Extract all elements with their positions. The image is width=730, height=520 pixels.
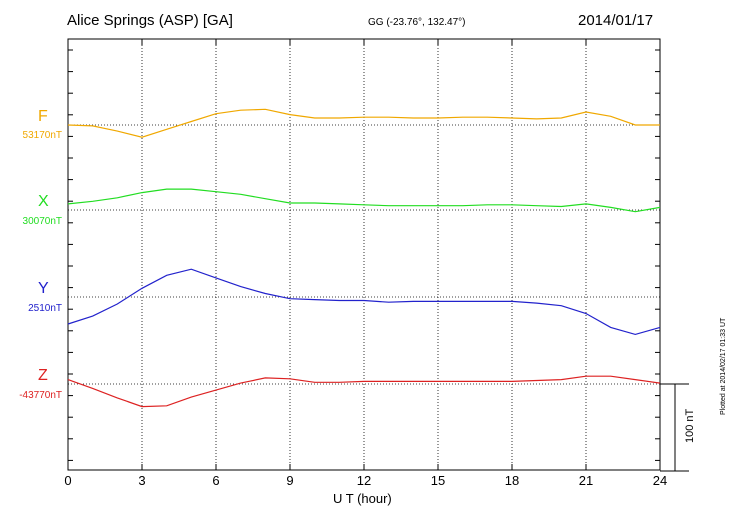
- x-tick-label: 24: [653, 473, 667, 488]
- series-line-y: [67, 268, 661, 336]
- x-tick-label: 15: [431, 473, 445, 488]
- series-line-z: [67, 375, 661, 408]
- x-axis-label: U T (hour): [333, 491, 392, 506]
- x-tick-label: 6: [212, 473, 219, 488]
- series-baseline-z: -43770nT: [19, 390, 62, 401]
- series-baseline-y: 2510nT: [28, 303, 62, 314]
- series-name-f: F: [38, 108, 48, 125]
- x-tick-label: 12: [357, 473, 371, 488]
- x-tick-label: 9: [286, 473, 293, 488]
- plot-date: 2014/01/17: [578, 12, 654, 29]
- series-name-z: Z: [38, 367, 48, 384]
- series-name-x: X: [38, 193, 49, 210]
- series-baseline-x: 30070nT: [22, 216, 62, 227]
- series-name-y: Y: [38, 280, 49, 297]
- scale-bar-label: 100 nT: [684, 408, 696, 443]
- station-title: Alice Springs (ASP) [GA]: [67, 12, 233, 29]
- series-baseline-f: 53170nT: [22, 130, 62, 141]
- series-line-x: [67, 188, 661, 213]
- series-line-f: [67, 108, 660, 138]
- station-coordinates: GG (-23.76°, 132.47°): [368, 17, 466, 28]
- plotted-timestamp: Plotted at 2014/02/17 01:33 UT: [720, 317, 727, 415]
- x-tick-label: 21: [579, 473, 593, 488]
- x-tick-label: 3: [138, 473, 145, 488]
- x-tick-label: 0: [64, 473, 71, 488]
- x-tick-label: 18: [505, 473, 519, 488]
